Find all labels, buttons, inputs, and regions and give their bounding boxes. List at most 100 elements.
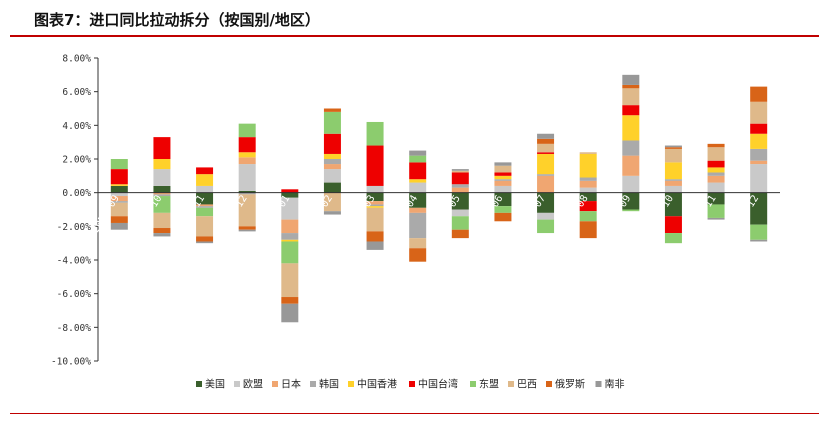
y-tick-label: 6.00%	[62, 87, 91, 98]
bar-segment	[622, 209, 640, 212]
y-tick-label: -4.00%	[57, 256, 92, 267]
bar-segment	[622, 115, 640, 141]
bar-segment	[409, 192, 427, 208]
bar-segment	[451, 169, 469, 171]
bar-segment	[281, 297, 299, 304]
legend-item: 日本	[272, 378, 301, 391]
legend-item: 中国台湾	[409, 378, 458, 391]
bar-segment	[750, 86, 768, 102]
x-category-label: 2025-09	[602, 193, 634, 235]
bar-segment	[281, 303, 299, 323]
bar-segment	[664, 145, 682, 148]
bar-segment	[238, 137, 256, 153]
bar-segment	[451, 209, 469, 217]
bar-segment	[153, 228, 171, 234]
legend-label: 韩国	[319, 378, 339, 391]
bar-segment	[409, 162, 427, 180]
legend-label: 东盟	[479, 378, 499, 391]
bar-segment	[153, 192, 171, 195]
legend-label: 美国	[205, 378, 225, 391]
bar-segment	[110, 185, 128, 193]
y-tick-label: -8.00%	[57, 323, 92, 334]
bar-segment	[494, 162, 512, 166]
bar-segment	[366, 192, 384, 202]
bar-segment	[238, 190, 256, 193]
bar-segment	[494, 206, 512, 213]
bar-segment	[281, 241, 299, 264]
bar-segment	[579, 180, 597, 188]
bar-segment	[238, 194, 256, 227]
legend-swatch	[595, 381, 602, 387]
bar-segment	[153, 137, 171, 159]
bar-segment	[750, 101, 768, 124]
bar-segment	[409, 150, 427, 156]
legend-swatch	[310, 381, 316, 387]
y-tick-label: -2.00%	[57, 222, 92, 233]
bar-segment	[110, 201, 128, 203]
bar-segment	[110, 196, 128, 202]
legend-label: 日本	[281, 378, 301, 391]
bar-segment	[622, 74, 640, 85]
bar-segment	[409, 238, 427, 249]
y-tick-label: 4.00%	[62, 121, 91, 132]
legend-label: 巴西	[517, 379, 537, 391]
bar-segment	[494, 185, 512, 193]
bar-segment	[494, 212, 512, 222]
bar-segment	[494, 179, 512, 181]
legend-swatch	[546, 381, 552, 387]
bar-segment	[451, 216, 469, 230]
bar-segment	[664, 148, 682, 163]
bar-segment	[238, 157, 256, 165]
y-tick-label: 0.00%	[62, 188, 91, 199]
bar-segment	[323, 211, 341, 215]
bar-segment	[196, 174, 214, 186]
bar-segment	[494, 165, 512, 173]
bar-segment	[451, 184, 469, 188]
bar-segment	[537, 143, 555, 153]
bar-segment	[750, 123, 768, 134]
y-tick-label: 8.00%	[62, 54, 91, 65]
bar-segment	[409, 182, 427, 193]
bar-segment	[579, 211, 597, 222]
bar-segment	[153, 233, 171, 237]
legend-item: 南非	[595, 378, 625, 391]
bar-segment	[366, 185, 384, 193]
legend-swatch	[348, 381, 354, 387]
chart-title: 图表7：进口同比拉动拆分（按国别/地区）	[34, 11, 320, 29]
bar-segment	[707, 147, 725, 161]
bar-segment	[196, 216, 214, 237]
legend-label: 俄罗斯	[555, 378, 585, 391]
legend-item: 韩国	[310, 378, 339, 391]
bar-segment	[409, 248, 427, 262]
y-axis: 8.00% 6.00% 4.00% 2.00% 0.00% -2.00% -4.00% -6.…	[51, 54, 99, 368]
bar-segment	[537, 175, 555, 193]
bar-segment	[323, 192, 341, 212]
bar-segment	[238, 152, 256, 158]
bar-segment	[153, 196, 171, 213]
bar-segment	[153, 159, 171, 170]
legend-label: 南非	[605, 378, 625, 391]
bar-segment	[537, 152, 555, 154]
bar-segment	[622, 105, 640, 116]
bar-segment	[196, 236, 214, 242]
bar-segment	[110, 159, 128, 170]
bar-segment	[537, 192, 555, 213]
bar-segment	[366, 204, 384, 207]
bar-segment	[323, 164, 341, 170]
bar-segment	[707, 204, 725, 218]
bar-segment	[238, 229, 256, 232]
top-rule	[10, 35, 819, 37]
title-bar: 图表7：进口同比拉动拆分（按国别/地区）	[0, 0, 829, 30]
bar-segment	[451, 170, 469, 173]
bar-segment	[622, 84, 640, 89]
bar-segment	[707, 167, 725, 173]
legend-item: 美国	[196, 378, 225, 391]
bar-segment	[750, 192, 768, 225]
bar-segment	[664, 179, 682, 181]
bar-segment	[537, 174, 555, 176]
bar-segment	[494, 175, 512, 180]
bar-segment	[537, 133, 555, 139]
bar-segment	[579, 221, 597, 239]
legend-item: 东盟	[470, 378, 499, 391]
legend-swatch	[470, 381, 476, 387]
